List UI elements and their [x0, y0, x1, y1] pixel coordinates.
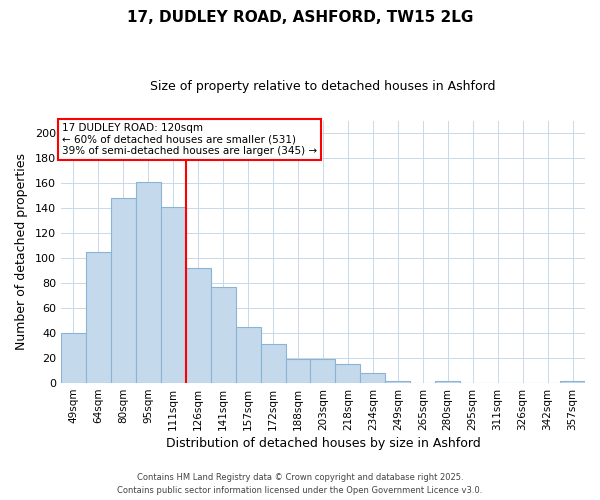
Bar [136, 182, 161, 383]
Title: Size of property relative to detached houses in Ashford: Size of property relative to detached ho… [150, 80, 496, 93]
Text: 17 DUDLEY ROAD: 120sqm
← 60% of detached houses are smaller (531)
39% of semi-de: 17 DUDLEY ROAD: 120sqm ← 60% of detached… [62, 123, 317, 156]
Bar [161, 207, 186, 383]
Bar [560, 380, 585, 383]
Bar [111, 198, 136, 383]
Bar [86, 252, 111, 383]
Bar [310, 360, 335, 383]
X-axis label: Distribution of detached houses by size in Ashford: Distribution of detached houses by size … [166, 437, 481, 450]
Y-axis label: Number of detached properties: Number of detached properties [15, 154, 28, 350]
Bar [260, 344, 286, 383]
Bar [361, 373, 385, 383]
Bar [385, 380, 410, 383]
Text: 17, DUDLEY ROAD, ASHFORD, TW15 2LG: 17, DUDLEY ROAD, ASHFORD, TW15 2LG [127, 10, 473, 25]
Bar [211, 287, 236, 383]
Bar [335, 364, 361, 383]
Bar [286, 360, 310, 383]
Bar [236, 327, 260, 383]
Bar [186, 268, 211, 383]
Bar [435, 380, 460, 383]
Text: Contains HM Land Registry data © Crown copyright and database right 2025.
Contai: Contains HM Land Registry data © Crown c… [118, 474, 482, 495]
Bar [61, 333, 86, 383]
